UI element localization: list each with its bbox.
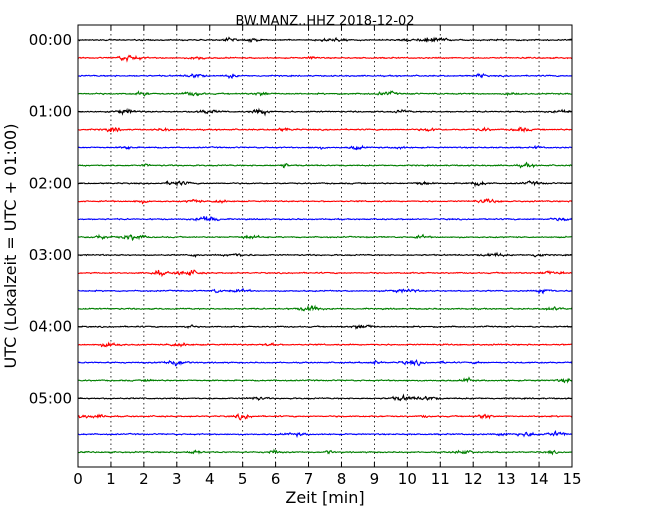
trace-16 (77, 324, 573, 330)
trace-6 (77, 144, 573, 151)
x-axis-ticks: 0 1 2 3 4 5 6 7 8 9 10 11 12 13 14 15 (73, 25, 582, 488)
trace-12 (77, 251, 573, 259)
trace-0 (77, 36, 573, 44)
x-tick-label-9: 9 (370, 470, 380, 488)
trace-2 (77, 72, 573, 80)
x-tick-label-11: 11 (431, 470, 450, 488)
x-tick-label-12: 12 (464, 470, 483, 488)
y-tick-label-2: 02:00 (29, 174, 72, 192)
y-tick-label-1: 01:00 (29, 103, 72, 121)
y-tick-label-0: 00:00 (29, 31, 72, 49)
y-axis-label: UTC (Lokalzeit = UTC + 01:00) (1, 124, 20, 369)
y-tick-label-5: 05:00 (29, 389, 72, 407)
trace-11 (77, 233, 573, 242)
trace-3 (77, 90, 573, 97)
y-tick-label-3: 03:00 (29, 246, 72, 264)
trace-18 (77, 358, 573, 367)
x-tick-label-1: 1 (106, 470, 116, 488)
x-tick-label-14: 14 (530, 470, 549, 488)
x-tick-label-13: 13 (497, 470, 516, 488)
trace-4 (77, 107, 573, 117)
x-tick-label-7: 7 (304, 470, 314, 488)
trace-21 (77, 412, 573, 421)
trace-15 (77, 304, 573, 312)
chart-title: BW.MANZ..HHZ 2018-12-02 (235, 14, 414, 29)
trace-8 (77, 179, 573, 188)
seismogram-traces (77, 36, 573, 456)
x-tick-label-15: 15 (562, 470, 581, 488)
x-axis-label: Zeit [min] (285, 488, 364, 507)
trace-19 (77, 376, 573, 384)
trace-14 (77, 287, 573, 295)
grid (110, 25, 540, 467)
x-tick-label-6: 6 (271, 470, 281, 488)
trace-20 (77, 393, 573, 402)
x-tick-label-4: 4 (205, 470, 215, 488)
trace-5 (77, 126, 573, 134)
trace-23 (77, 448, 573, 456)
y-axis-ticks: 00:00 01:00 02:00 03:00 04:00 05:00 (29, 31, 572, 407)
trace-1 (77, 54, 573, 63)
x-tick-label-3: 3 (172, 470, 182, 488)
x-tick-label-2: 2 (139, 470, 149, 488)
x-tick-label-8: 8 (337, 470, 347, 488)
trace-17 (77, 341, 573, 348)
y-tick-label-4: 04:00 (29, 318, 72, 336)
x-tick-label-10: 10 (398, 470, 417, 488)
trace-13 (77, 269, 573, 278)
plot-frame (77, 24, 573, 468)
x-tick-label-5: 5 (238, 470, 248, 488)
trace-22 (77, 429, 573, 439)
trace-9 (77, 198, 573, 205)
x-tick-label-0: 0 (73, 470, 83, 488)
trace-10 (77, 216, 573, 222)
trace-7 (77, 161, 573, 169)
